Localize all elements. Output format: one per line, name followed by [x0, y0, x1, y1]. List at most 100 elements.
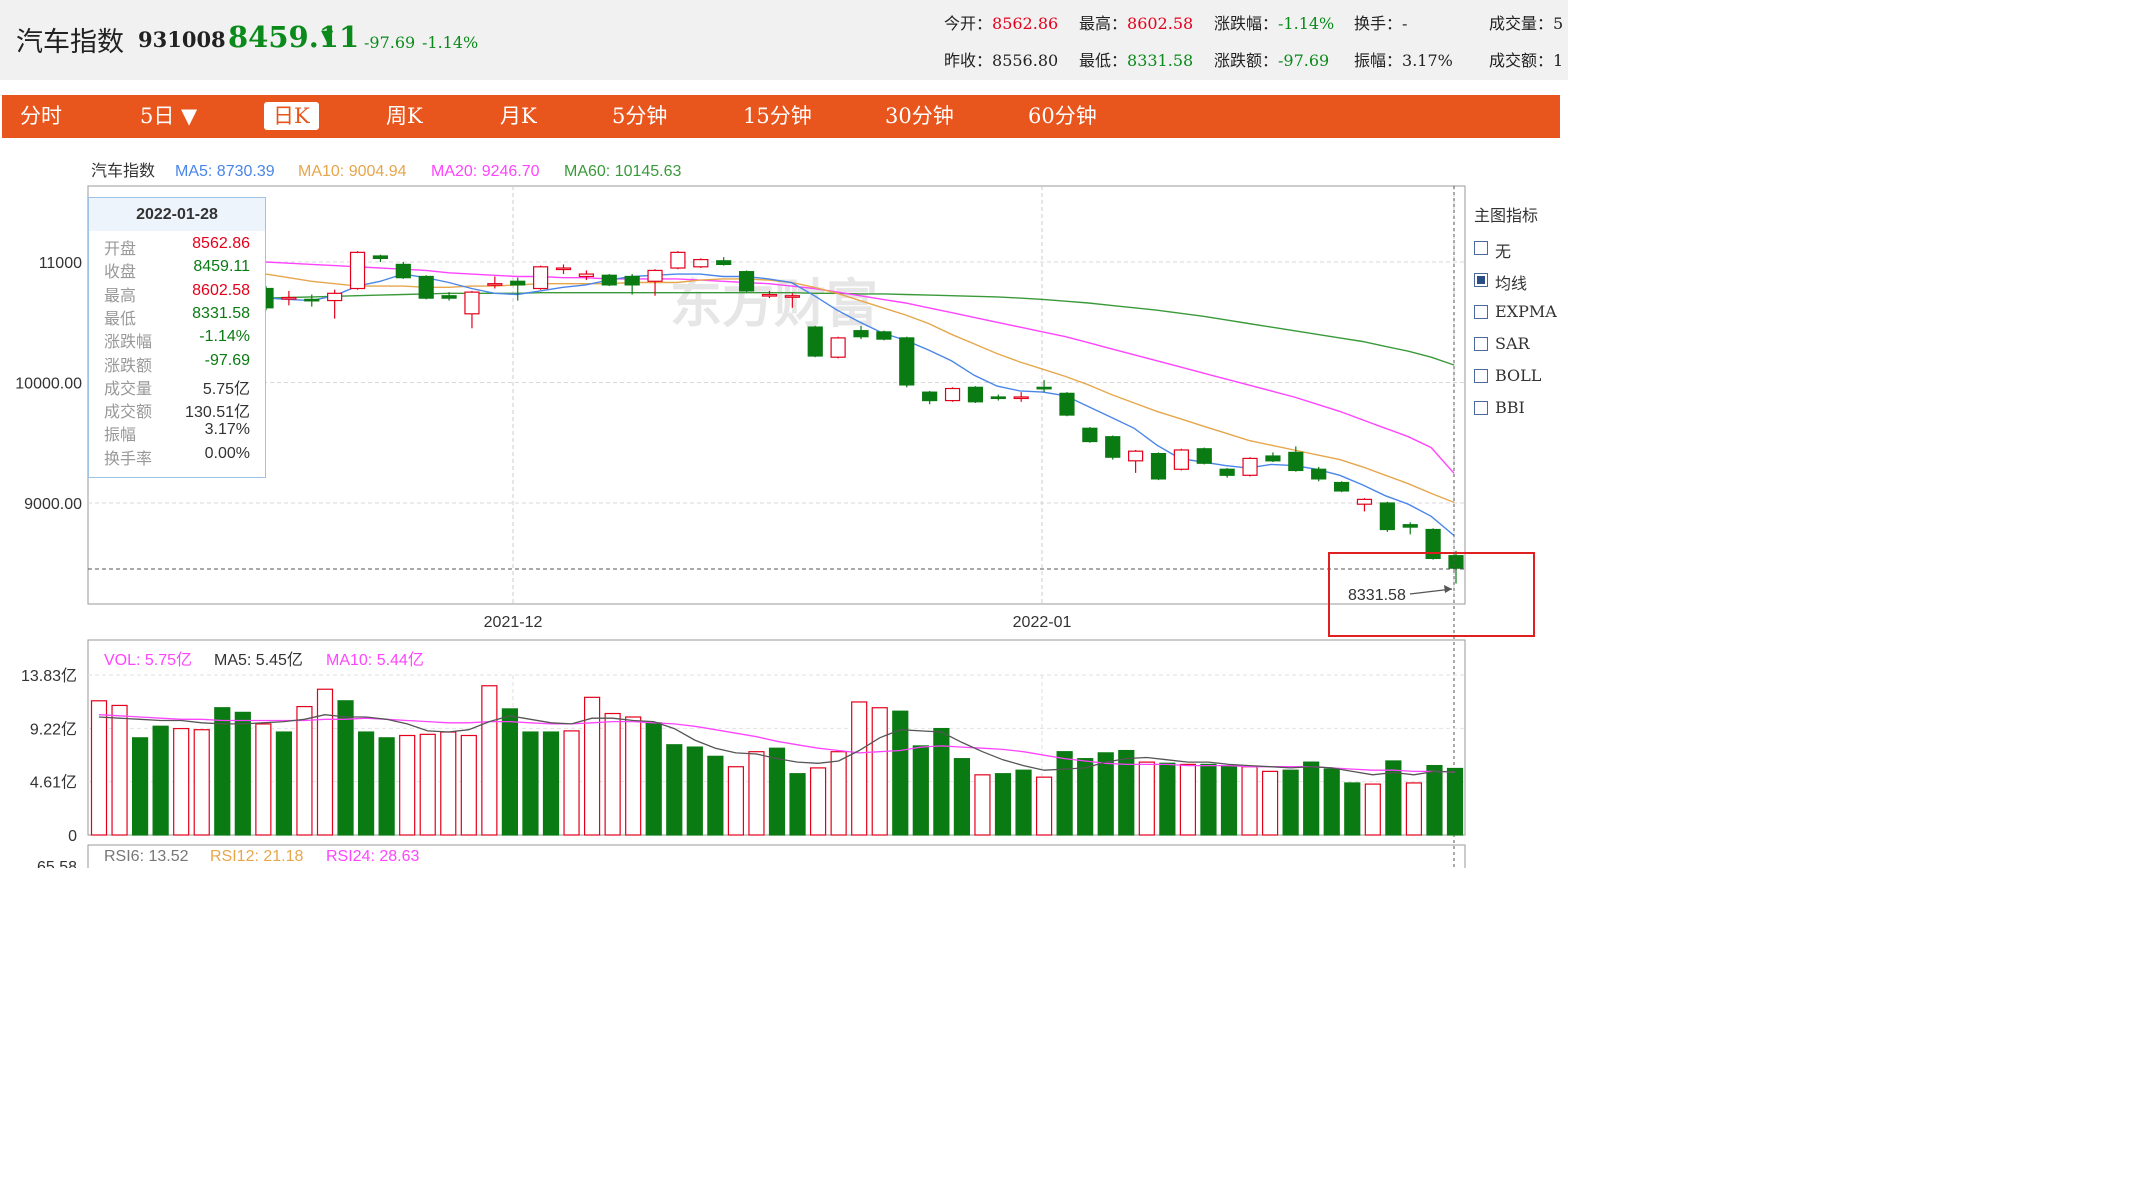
candle[interactable] [1448, 550, 1464, 584]
candle[interactable] [899, 336, 915, 388]
volume-bar[interactable] [1364, 783, 1381, 836]
volume-bar[interactable] [1035, 776, 1053, 836]
volume-bar[interactable] [296, 705, 313, 836]
checkbox-icon[interactable] [1474, 273, 1488, 287]
volume-bar[interactable] [542, 731, 560, 836]
volume-bar[interactable] [933, 727, 950, 836]
candle[interactable] [578, 270, 594, 281]
volume-bar[interactable] [748, 751, 765, 836]
volume-bar[interactable] [1077, 758, 1094, 836]
volume-bar[interactable] [583, 696, 601, 836]
volume-bar[interactable] [830, 751, 847, 836]
tab-0[interactable]: 分时 [20, 104, 62, 128]
volume-bar[interactable] [604, 712, 621, 836]
tab-5[interactable]: 5分钟 [612, 104, 668, 128]
volume-bar[interactable] [1261, 770, 1279, 836]
volume-bar[interactable] [1241, 766, 1258, 836]
volume-bar[interactable] [111, 704, 128, 836]
volume-bar[interactable] [686, 746, 703, 836]
tab-8[interactable]: 60分钟 [1028, 104, 1097, 128]
candle[interactable] [1173, 448, 1189, 471]
volume-bar[interactable] [727, 766, 745, 836]
volume-bar[interactable] [357, 731, 375, 836]
checkbox-icon[interactable] [1474, 401, 1488, 415]
volume-bar[interactable] [131, 737, 149, 836]
volume-bar[interactable] [440, 731, 457, 836]
volume-bar[interactable] [337, 700, 354, 836]
candle[interactable] [624, 274, 640, 295]
candle[interactable] [693, 258, 709, 269]
volume-bar[interactable] [974, 774, 991, 836]
volume-bar[interactable] [707, 755, 724, 836]
volume-bar[interactable] [522, 731, 539, 836]
volume-bar[interactable] [563, 730, 580, 836]
volume-bar[interactable] [460, 734, 477, 836]
checkbox-icon[interactable] [1474, 369, 1488, 383]
candle[interactable] [601, 274, 617, 287]
candle[interactable] [1059, 392, 1075, 417]
tab-3[interactable]: 周K [386, 104, 423, 128]
volume-bar[interactable] [1200, 763, 1217, 836]
candle[interactable] [1219, 468, 1235, 478]
candle[interactable] [1013, 392, 1029, 402]
candle[interactable] [807, 325, 823, 358]
candle[interactable] [853, 325, 869, 340]
checkbox-icon[interactable] [1474, 305, 1488, 319]
volume-bar[interactable] [378, 737, 395, 836]
volume-bar[interactable] [275, 731, 293, 836]
candle[interactable] [1196, 447, 1212, 465]
candle[interactable] [1402, 522, 1418, 535]
volume-bar[interactable] [1323, 768, 1340, 836]
volume-bar[interactable] [625, 716, 642, 836]
candle[interactable] [1242, 457, 1258, 477]
candle[interactable] [1311, 466, 1327, 482]
candle[interactable] [1425, 528, 1441, 560]
volume-bar[interactable] [1118, 749, 1135, 836]
volume-bar[interactable] [953, 758, 971, 836]
candle[interactable] [372, 254, 389, 262]
volume-bar[interactable] [152, 725, 169, 836]
tab-6[interactable]: 15分钟 [743, 104, 812, 128]
candle[interactable] [1150, 452, 1167, 481]
candle[interactable] [441, 292, 457, 301]
volume-bar[interactable] [1344, 782, 1361, 836]
tab-1[interactable]: 5日 ▼ [140, 104, 198, 128]
kline-chart[interactable]: 汽车指数 MA5: 8730.39 MA10: 9004.94 MA20: 9246.… [0, 0, 1568, 868]
volume-bar[interactable] [316, 688, 334, 836]
candle[interactable] [1105, 435, 1121, 460]
candle[interactable] [418, 275, 434, 300]
candle[interactable] [487, 276, 503, 289]
volume-bar[interactable] [1138, 761, 1155, 836]
candle[interactable] [670, 251, 686, 270]
candle[interactable] [716, 257, 732, 266]
volume-bar[interactable] [214, 707, 231, 836]
candle[interactable] [1265, 452, 1281, 463]
candle[interactable] [761, 290, 778, 299]
candle[interactable] [967, 386, 984, 403]
candle[interactable] [1128, 449, 1144, 473]
volume-bar[interactable] [1220, 764, 1238, 836]
volume-bar[interactable] [912, 745, 929, 836]
checkbox-icon[interactable] [1474, 241, 1488, 255]
candle[interactable] [990, 394, 1006, 401]
candle[interactable] [349, 251, 366, 290]
candle[interactable] [784, 293, 800, 308]
volume-bar[interactable] [399, 734, 416, 836]
candle[interactable] [555, 264, 572, 275]
volume-bar[interactable] [1426, 764, 1443, 836]
candle[interactable] [830, 336, 846, 359]
volume-bar[interactable] [994, 773, 1012, 836]
volume-bar[interactable] [1446, 767, 1464, 836]
tab-7[interactable]: 30分钟 [885, 104, 954, 128]
volume-bar[interactable] [1303, 761, 1320, 836]
tab-2[interactable]: 日K [264, 102, 319, 130]
volume-bar[interactable] [809, 767, 827, 836]
volume-bar[interactable] [234, 711, 251, 836]
volume-bar[interactable] [173, 727, 190, 836]
volume-bar[interactable] [768, 747, 786, 836]
volume-bar[interactable] [481, 685, 498, 836]
volume-bar[interactable] [255, 723, 272, 836]
candle[interactable] [395, 262, 411, 279]
volume-bar[interactable] [1385, 760, 1402, 836]
candle[interactable] [533, 265, 549, 290]
